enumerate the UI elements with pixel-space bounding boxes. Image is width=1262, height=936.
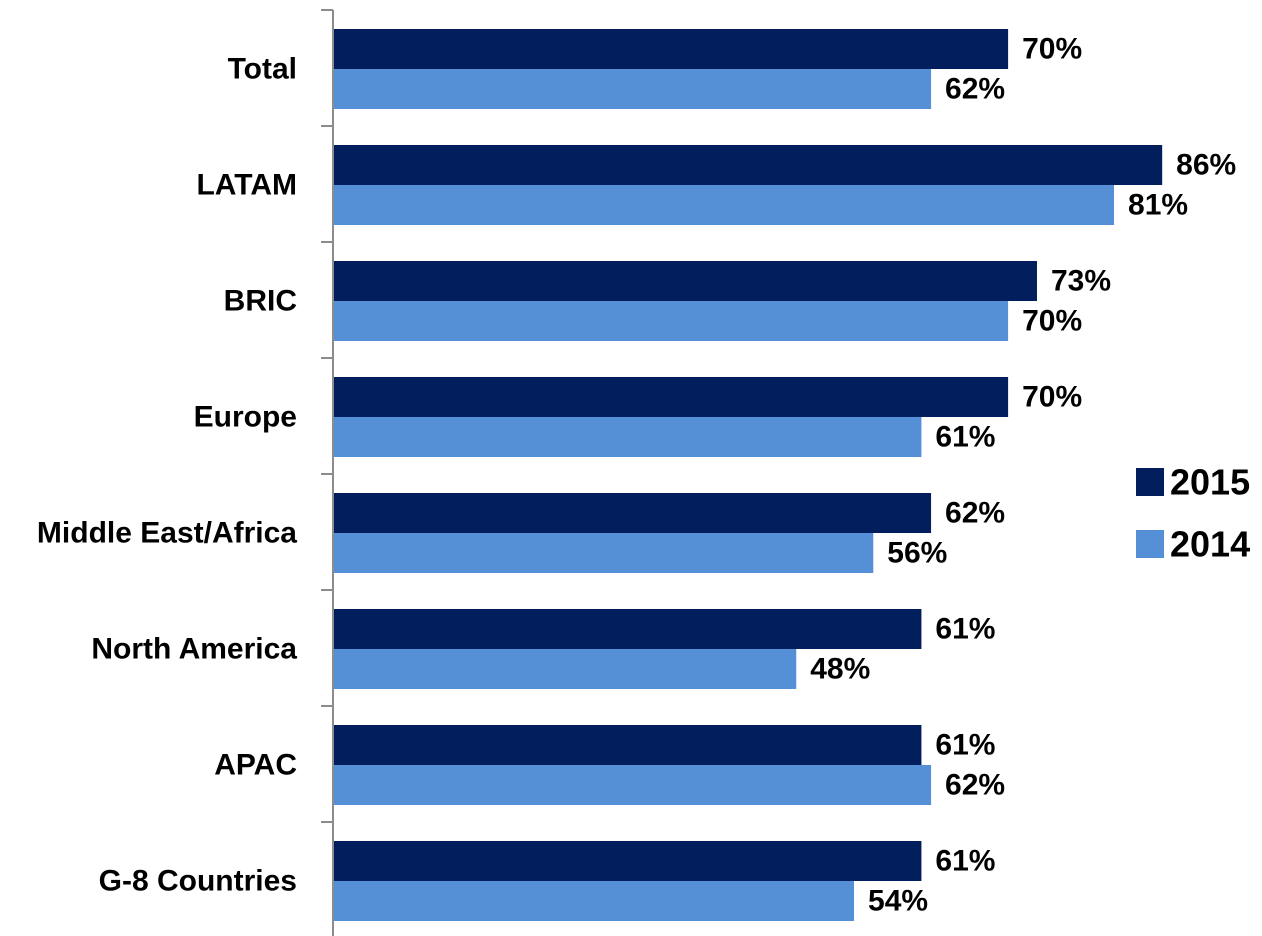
data-label: 61% [935, 845, 995, 878]
data-label: 86% [1176, 149, 1236, 182]
data-label: 70% [1022, 305, 1082, 338]
bar-2015-2 [334, 261, 1037, 301]
category-label: LATAM [196, 169, 297, 202]
data-label: 62% [945, 769, 1005, 802]
data-label: 62% [945, 497, 1005, 530]
category-label: North America [91, 633, 297, 666]
bar-2015-6 [334, 725, 922, 765]
data-label: 54% [868, 885, 928, 918]
data-label: 61% [935, 421, 995, 454]
bar-2015-1 [334, 145, 1163, 185]
data-label: 61% [935, 613, 995, 646]
bar-2014-5 [334, 649, 797, 689]
data-label: 61% [935, 729, 995, 762]
bar-2015-3 [334, 377, 1009, 417]
data-label: 73% [1051, 265, 1111, 298]
category-axis [321, 9, 334, 936]
legend-label: 2015 [1170, 462, 1250, 503]
bar-2015-7 [334, 841, 922, 881]
category-label: APAC [214, 749, 297, 782]
data-label: 70% [1022, 33, 1082, 66]
category-label: BRIC [224, 285, 297, 318]
bars [334, 29, 1163, 921]
data-label: 81% [1128, 189, 1188, 222]
category-label: Total [228, 53, 297, 86]
data-label: 62% [945, 73, 1005, 106]
legend: 2015 2014 [1136, 462, 1250, 565]
data-label: 70% [1022, 381, 1082, 414]
data-label: 48% [810, 653, 870, 686]
legend-label: 2014 [1170, 524, 1250, 565]
bar-2014-1 [334, 185, 1115, 225]
category-label: Middle East/Africa [37, 517, 297, 550]
bar-2014-4 [334, 533, 874, 573]
bar-2014-0 [334, 69, 932, 109]
category-label: Europe [194, 401, 297, 434]
bar-2014-6 [334, 765, 932, 805]
category-label: G-8 Countries [99, 865, 297, 898]
bar-2014-7 [334, 881, 855, 921]
legend-swatch [1136, 530, 1164, 558]
labels: Total LATAM BRIC Europe Middle East/Africa No… [37, 33, 1236, 918]
bar-2015-5 [334, 609, 922, 649]
data-label: 56% [887, 537, 947, 570]
legend-swatch [1136, 468, 1164, 496]
bar-2014-3 [334, 417, 922, 457]
bar-2014-2 [334, 301, 1009, 341]
bar-2015-0 [334, 29, 1009, 69]
bar-2015-4 [334, 493, 932, 533]
